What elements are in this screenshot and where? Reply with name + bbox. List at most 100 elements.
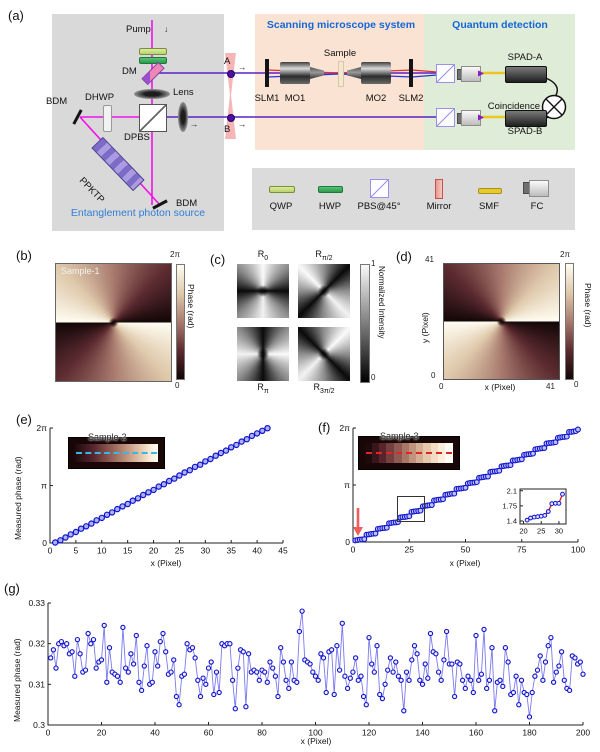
svg-text:40: 40 [252, 546, 262, 556]
svg-text:2π: 2π [339, 423, 350, 433]
cb-c-bottom: 0 [371, 373, 376, 382]
dpbs-label: DPBS [124, 132, 150, 143]
svg-text:100: 100 [571, 545, 585, 555]
svg-text:2π: 2π [36, 423, 47, 433]
svg-text:25: 25 [405, 545, 415, 555]
svg-text:15: 15 [123, 546, 133, 556]
slm1-label: SLM1 [254, 93, 280, 104]
svg-text:1.75: 1.75 [502, 501, 517, 510]
hwp-icon [139, 57, 167, 64]
mo1-body-icon [280, 62, 310, 84]
svg-text:20: 20 [149, 546, 159, 556]
cb-b-top: 2π [170, 250, 180, 259]
coincidence-x-icon [545, 98, 563, 116]
sample2-label: Sample-2 [88, 432, 127, 442]
g-y-title: Measured phase (rad) [12, 638, 22, 722]
cb-c-title: Normalized Intensity [377, 266, 386, 339]
rpi-label: Rπ [257, 382, 269, 395]
fc-b-tip-icon [478, 114, 484, 121]
legend-qwp-icon [269, 186, 295, 193]
svg-text:0: 0 [345, 537, 350, 547]
legend-hwp-label: HWP [318, 201, 342, 212]
legend-hwp-icon [318, 186, 343, 193]
svg-text:0: 0 [351, 545, 356, 555]
photon-a-label: A [224, 56, 231, 67]
panel-c-letter: (c) [210, 252, 226, 267]
svg-text:30: 30 [201, 546, 211, 556]
sample3-gradient [365, 443, 453, 463]
svg-text:0: 0 [42, 538, 47, 548]
cb-d-top: 2π [560, 250, 570, 259]
svg-text:0.31: 0.31 [28, 679, 45, 689]
d-xtick-0: 0 [439, 382, 444, 391]
d-y-title: y (Pixel) [420, 312, 430, 343]
phase-map-sample1 [55, 263, 172, 382]
phase-map-measured [443, 263, 560, 380]
r3pi2-label: R3π/2 [313, 382, 335, 395]
svg-text:20: 20 [519, 527, 527, 536]
slm2-icon [409, 59, 413, 87]
cb-d-bottom: 0 [574, 380, 579, 389]
source-title: Entanglement photon source [70, 207, 206, 219]
svg-text:1.4: 1.4 [507, 517, 517, 526]
svg-text:25: 25 [537, 527, 545, 536]
sample1-label: Sample-1 [61, 266, 100, 276]
legend-box [252, 168, 575, 230]
spad-b-icon [505, 110, 547, 127]
svg-text:25: 25 [175, 546, 185, 556]
legend-mirror-icon [435, 179, 443, 199]
legend-smf-label: SMF [478, 201, 500, 212]
sample3-scanline [366, 452, 452, 454]
svg-text:π: π [344, 480, 350, 490]
legend-smf-icon [478, 188, 502, 194]
f-x-title: x (Pixel) [449, 558, 481, 568]
lens-vertical-icon [178, 102, 188, 132]
cb-b-bottom: 0 [175, 381, 180, 390]
pump-label: Pump [126, 24, 151, 35]
svg-text:80: 80 [257, 728, 267, 738]
svg-text:40: 40 [150, 728, 160, 738]
svg-text:180: 180 [522, 728, 536, 738]
e-y-title: Measured phase (rad) [13, 456, 23, 540]
plot-f: 0 25 50 75 100 0 π 2π [339, 423, 585, 555]
qwp-icon [139, 48, 167, 55]
bdm-left-label: BDM [46, 96, 68, 107]
lens-label: Lens [173, 87, 194, 98]
spad-b-label: SPAD-B [507, 126, 543, 137]
svg-text:π: π [41, 480, 47, 490]
coincidence-label: Coincidence [487, 101, 540, 112]
d-ytick-0: 0 [431, 371, 436, 380]
scanning-title: Scanning microscope system [266, 19, 416, 31]
cb-d-title: Phase (rad) [583, 283, 593, 328]
mo2-tip-icon [347, 67, 361, 79]
panel-e-letter: (e) [16, 412, 32, 427]
photon-a-dot [227, 70, 235, 78]
svg-text:0: 0 [46, 728, 51, 738]
cb-c-top: 1 [371, 259, 376, 268]
svg-text:0.3: 0.3 [33, 720, 45, 730]
svg-text:75: 75 [517, 545, 527, 555]
sample-label: Sample [323, 48, 357, 59]
pbs-b-icon [436, 108, 455, 127]
spad-a-icon [505, 66, 547, 83]
cb-b-title: Phase (rad) [186, 284, 196, 329]
dm-label: DM [122, 66, 137, 77]
red-arrow-icon [353, 508, 363, 536]
photon-b-label: B [224, 124, 231, 135]
sample2-gradient [75, 444, 158, 462]
intensity-image-r3pi2 [298, 327, 350, 381]
dhwp-icon [103, 105, 112, 132]
svg-text:160: 160 [469, 728, 483, 738]
mo2-body-icon [361, 62, 391, 84]
svg-text:0.32: 0.32 [28, 639, 45, 649]
b-direction-arrow-icon: → [238, 119, 247, 129]
mo1-label: MO1 [284, 93, 306, 104]
fc-a-tip-icon [478, 70, 484, 77]
intensity-image-rpi [237, 327, 289, 381]
svg-text:60: 60 [204, 728, 214, 738]
r0-label: R0 [257, 249, 269, 262]
pbs-a-icon [436, 64, 455, 83]
plot-g: 0 20 40 60 80 100 120 140 160 180 200 0.3 0.31 0.32 0.… [28, 598, 590, 738]
slm1-icon [265, 59, 269, 87]
